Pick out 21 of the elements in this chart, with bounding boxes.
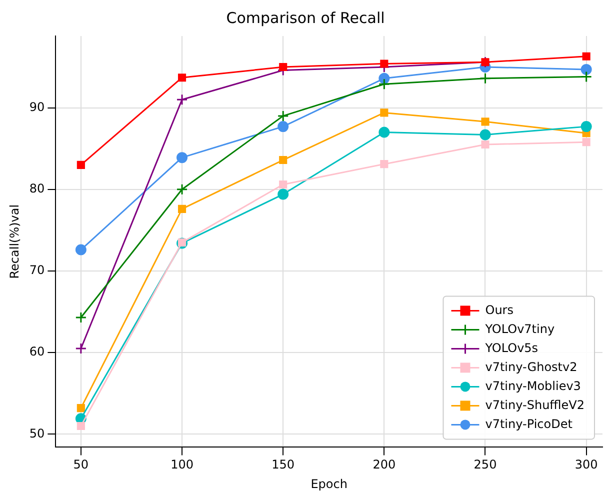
x-tick-label: 100 (170, 458, 194, 472)
legend-label: v7tiny-ShuffleV2 (485, 398, 585, 412)
x-tick-label: 250 (474, 458, 497, 472)
x-tick-label: 200 (372, 458, 396, 472)
y-tick-label: 80 (29, 182, 45, 196)
legend-label: v7tiny-Ghostv2 (485, 360, 578, 374)
legend-label: v7tiny-Mobliev3 (485, 378, 581, 393)
legend-label: v7tiny-PicoDet (485, 416, 573, 431)
y-tick-label: 70 (29, 263, 45, 278)
x-axis-title: Epoch (310, 476, 348, 491)
legend-label: YOLOv5s (484, 340, 538, 355)
x-tick-label: 150 (272, 458, 295, 472)
y-tick-label: 60 (29, 344, 45, 359)
x-tick-label: 50 (73, 458, 89, 472)
legend-label: Ours (485, 302, 514, 317)
chart-title: Comparison of Recall (226, 8, 385, 27)
y-tick-label: 50 (29, 426, 45, 440)
legend-label: YOLOv7tiny (484, 322, 555, 336)
y-axis-title: Recall(%)val (7, 204, 22, 279)
y-tick-label: 90 (29, 100, 45, 114)
x-tick-label: 300 (574, 458, 598, 472)
